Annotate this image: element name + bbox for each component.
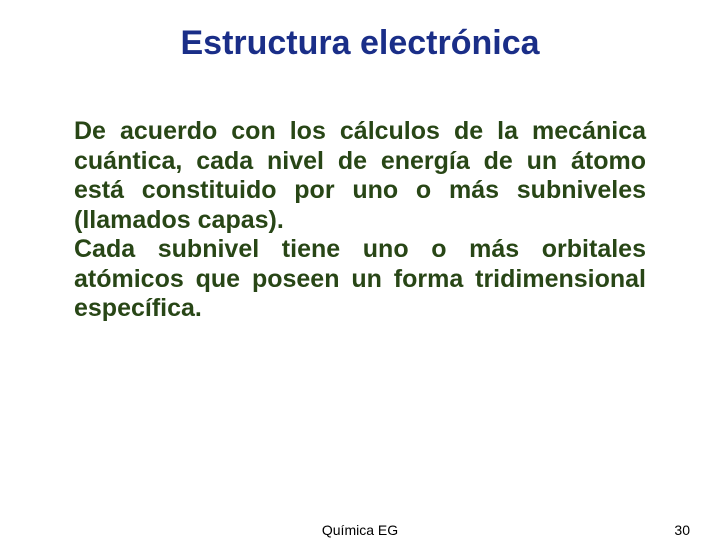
page-number: 30	[674, 522, 690, 538]
slide-title: Estructura electrónica	[74, 24, 646, 63]
slide-body: De acuerdo con los cálculos de la mecáni…	[74, 117, 646, 324]
paragraph-2: Cada subnivel tiene uno o más orbitales …	[74, 235, 646, 324]
footer-center-text: Química EG	[322, 522, 398, 538]
slide: Estructura electrónica De acuerdo con lo…	[0, 0, 720, 540]
paragraph-1: De acuerdo con los cálculos de la mecáni…	[74, 117, 646, 235]
